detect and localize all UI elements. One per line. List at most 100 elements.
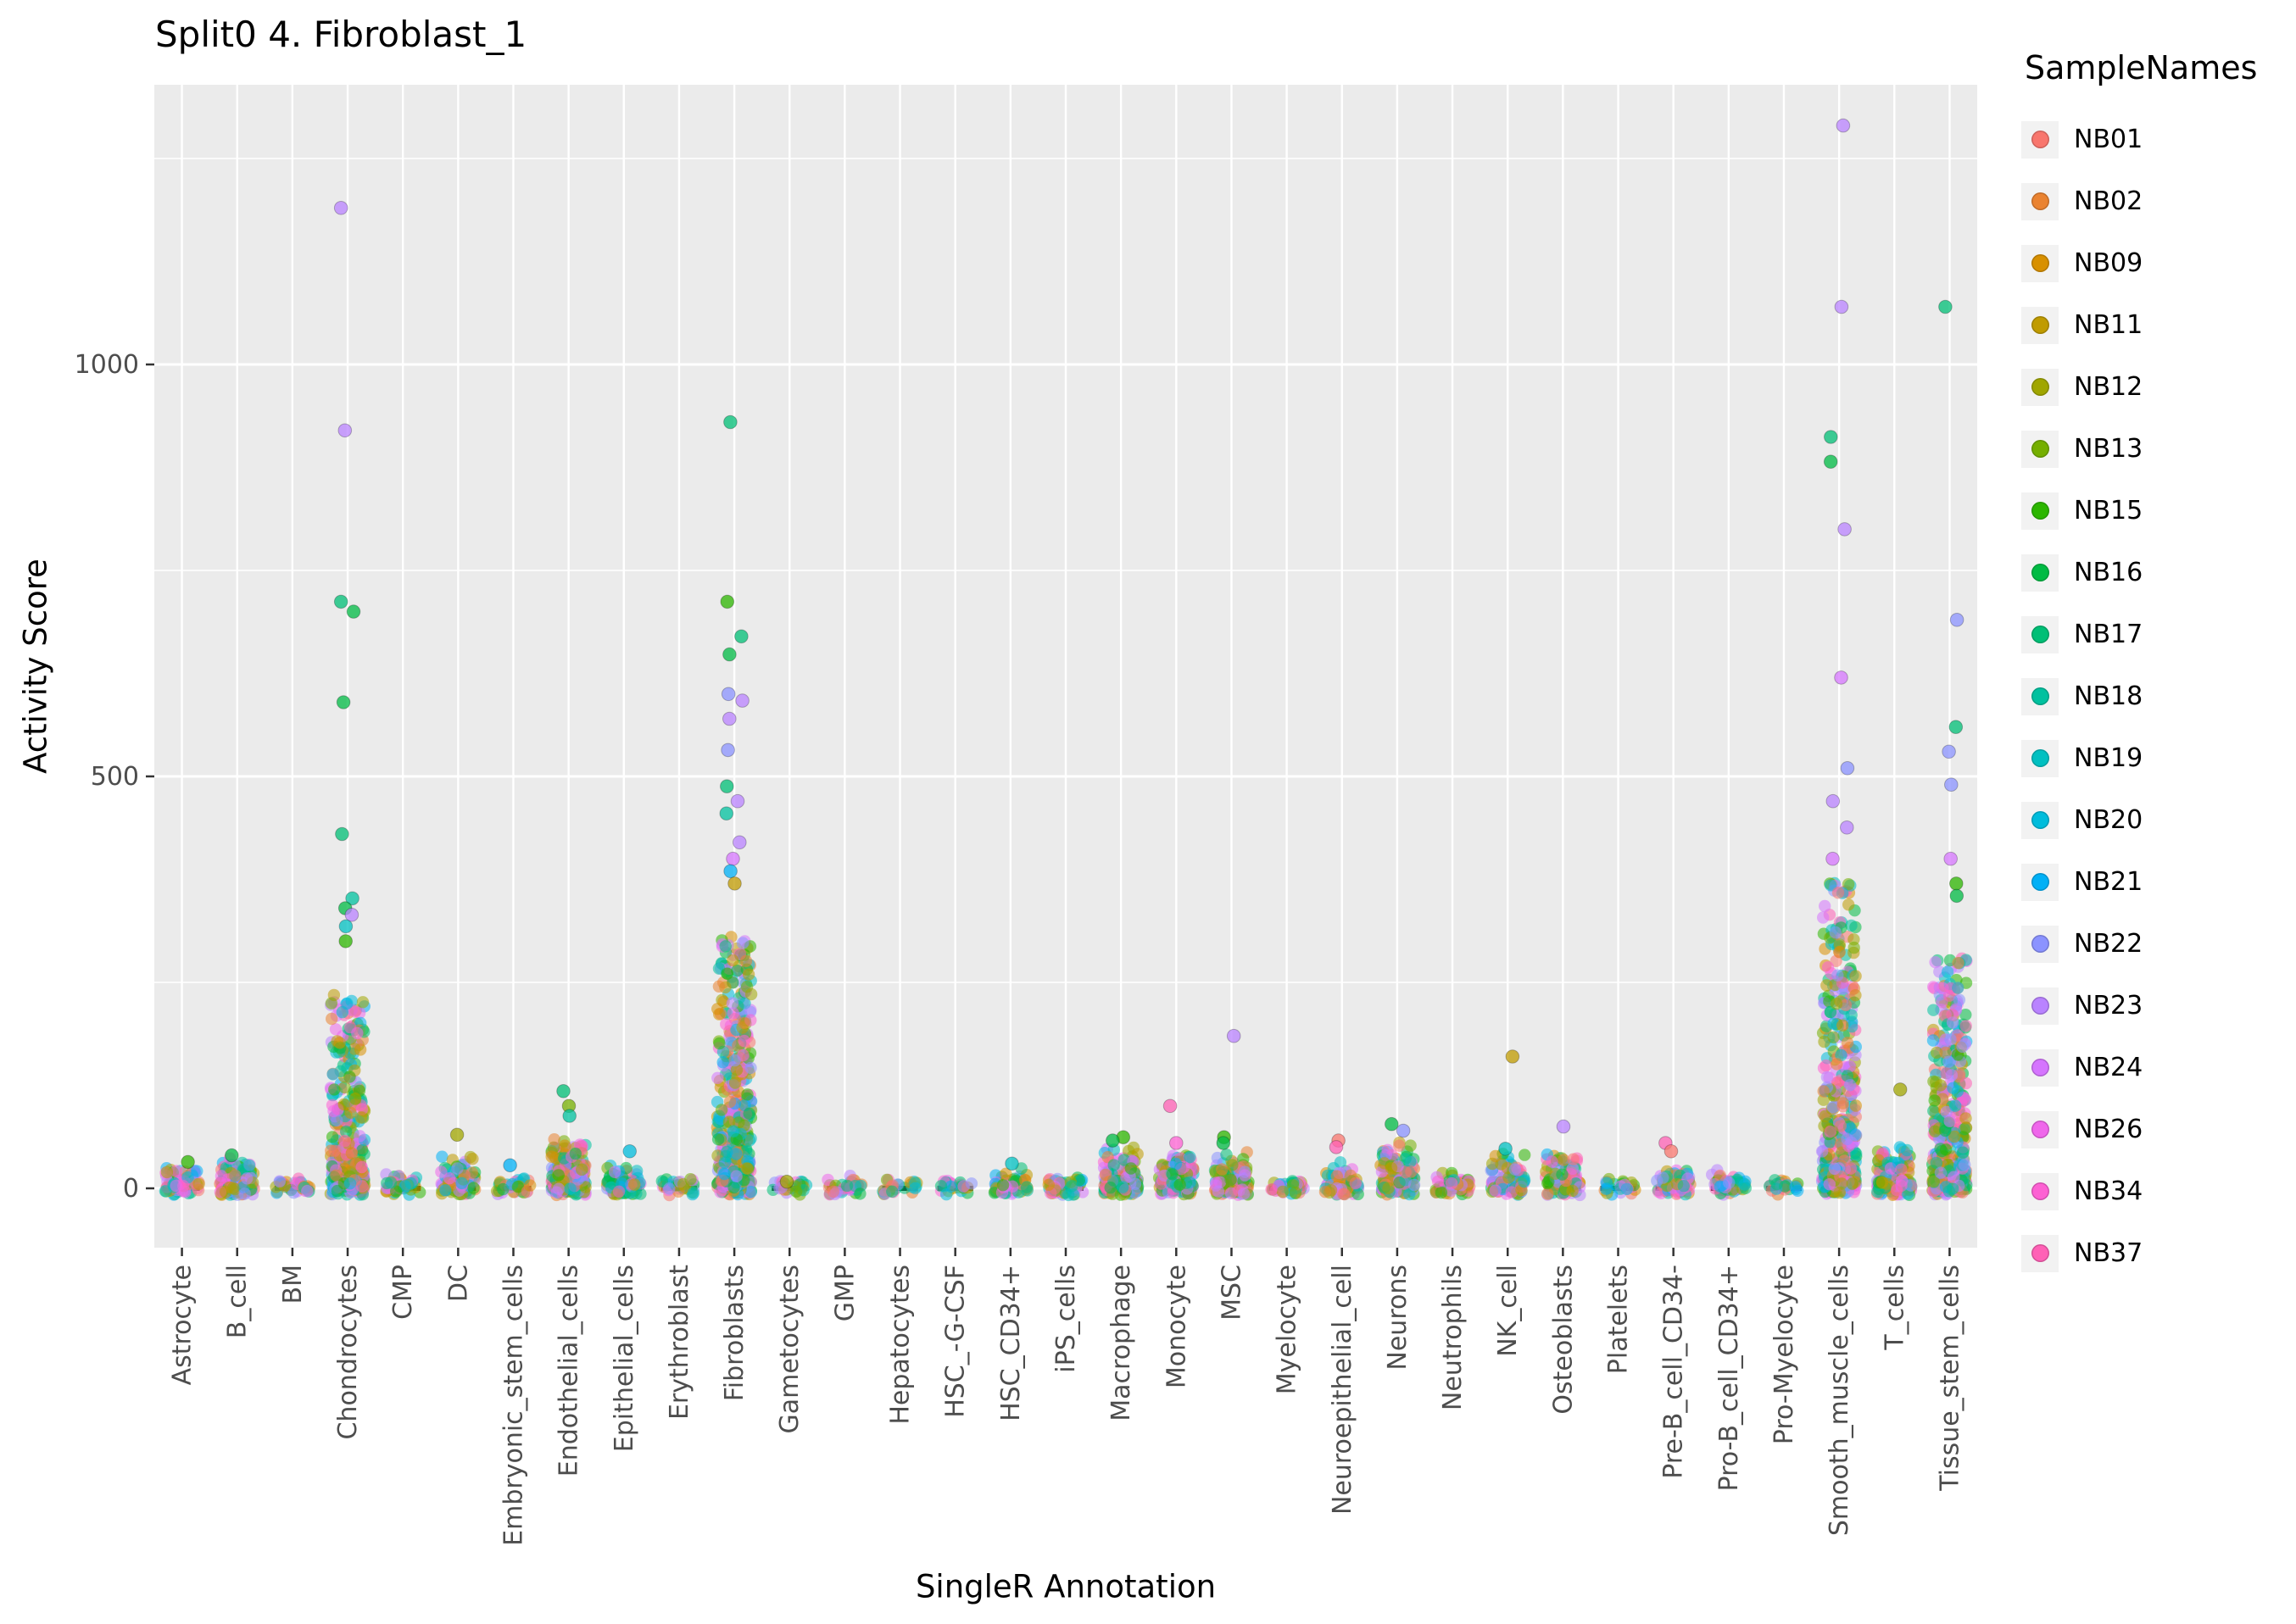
data-point bbox=[579, 1181, 592, 1193]
x-tick-label: Neuroepithelial_cell bbox=[1328, 1265, 1357, 1515]
data-point bbox=[331, 1114, 343, 1127]
outlier-point bbox=[719, 806, 734, 821]
data-point bbox=[1842, 898, 1855, 911]
data-point bbox=[1819, 1110, 1831, 1123]
data-point bbox=[1566, 1184, 1579, 1198]
data-point bbox=[466, 1153, 479, 1165]
data-point bbox=[1948, 1171, 1960, 1183]
data-point bbox=[1847, 941, 1860, 954]
data-point bbox=[390, 1185, 403, 1198]
data-point bbox=[1836, 1097, 1849, 1110]
data-point bbox=[1445, 1176, 1458, 1190]
data-point bbox=[718, 1156, 731, 1169]
legend-point-icon bbox=[2031, 873, 2049, 891]
data-point bbox=[741, 1088, 754, 1101]
outlier-point bbox=[721, 687, 736, 702]
x-tick-label: CMP bbox=[388, 1265, 418, 1320]
outlier-point bbox=[735, 693, 750, 708]
data-point bbox=[1843, 1059, 1856, 1073]
legend-key bbox=[2021, 739, 2059, 777]
data-point bbox=[728, 1054, 741, 1067]
data-point bbox=[1824, 1125, 1836, 1138]
legend-key bbox=[2021, 120, 2059, 159]
y-axis-title: Activity Score bbox=[17, 559, 54, 774]
data-point bbox=[1831, 1058, 1843, 1071]
outlier-point bbox=[1505, 1049, 1520, 1064]
data-point bbox=[301, 1185, 314, 1198]
x-tick-label: BM bbox=[278, 1265, 308, 1304]
data-point bbox=[356, 996, 370, 1009]
data-point bbox=[1657, 1171, 1669, 1184]
legend-key bbox=[2021, 430, 2059, 468]
x-tick-label: B_cell bbox=[223, 1265, 253, 1338]
data-point bbox=[159, 1185, 172, 1198]
data-point bbox=[1104, 1182, 1117, 1194]
data-point bbox=[1926, 1034, 1940, 1047]
outlier-point bbox=[345, 891, 359, 906]
data-point bbox=[1943, 1115, 1956, 1128]
outlier-point bbox=[556, 1084, 571, 1098]
data-point bbox=[439, 1184, 452, 1197]
data-point bbox=[1959, 1121, 1973, 1134]
outlier-point bbox=[726, 851, 740, 866]
x-tick-label: Neurons bbox=[1383, 1265, 1413, 1371]
data-point bbox=[1939, 1046, 1952, 1059]
data-point bbox=[1567, 1153, 1580, 1165]
legend-point-icon bbox=[2031, 131, 2049, 148]
data-point bbox=[238, 1187, 251, 1200]
legend-entries: NB01 NB02 NB09 NB11 NB12 NB13 NB15 NB16 NB17 NB18… bbox=[2021, 108, 2293, 1284]
outlier-point bbox=[1836, 118, 1851, 133]
data-point bbox=[663, 1182, 676, 1195]
data-point bbox=[1337, 1187, 1350, 1200]
data-point bbox=[1846, 1177, 1859, 1190]
data-point bbox=[1959, 1076, 1972, 1090]
legend-entry: NB34 bbox=[2021, 1160, 2293, 1222]
legend-key bbox=[2021, 368, 2059, 406]
legend-label: NB09 bbox=[2074, 248, 2143, 278]
outlier-point bbox=[1944, 777, 1959, 793]
x-tick-label: Platelets bbox=[1604, 1265, 1634, 1374]
legend-label: NB21 bbox=[2074, 867, 2143, 897]
outlier-point bbox=[1556, 1119, 1571, 1134]
outlier-point bbox=[181, 1154, 195, 1170]
data-point bbox=[730, 1170, 743, 1182]
legend-point-icon bbox=[2031, 502, 2049, 520]
data-point bbox=[1841, 1132, 1853, 1146]
data-point bbox=[1956, 1040, 1969, 1054]
legend-point-icon bbox=[2031, 997, 2049, 1015]
legend-key bbox=[2021, 244, 2059, 282]
data-point bbox=[1843, 1079, 1857, 1092]
x-tick-label: Erythroblast bbox=[665, 1265, 694, 1420]
data-point bbox=[827, 1185, 839, 1199]
data-point bbox=[684, 1173, 697, 1186]
legend-label: NB01 bbox=[2074, 125, 2143, 154]
y-tick-label: 0 bbox=[123, 1174, 139, 1204]
data-point bbox=[1940, 1105, 1953, 1119]
data-point bbox=[1951, 1085, 1964, 1098]
legend-label: NB02 bbox=[2074, 186, 2143, 216]
data-point bbox=[1817, 1085, 1830, 1098]
data-point bbox=[1226, 1159, 1239, 1171]
legend-label: NB13 bbox=[2074, 434, 2143, 464]
data-point bbox=[711, 1133, 725, 1146]
data-point bbox=[1849, 970, 1862, 982]
data-point bbox=[343, 1177, 357, 1190]
outlier-point bbox=[1892, 1082, 1908, 1097]
data-point bbox=[1945, 1069, 1959, 1082]
data-point bbox=[743, 1107, 755, 1121]
legend-label: NB17 bbox=[2074, 620, 2143, 649]
outlier-point bbox=[338, 934, 354, 948]
data-point bbox=[1000, 1167, 1012, 1181]
data-point bbox=[1845, 1020, 1859, 1033]
legend-key bbox=[2021, 925, 2059, 963]
data-point bbox=[1952, 956, 1964, 970]
data-point bbox=[742, 968, 755, 981]
data-point bbox=[1928, 1094, 1941, 1107]
data-point bbox=[631, 1165, 644, 1177]
data-point bbox=[1620, 1182, 1634, 1196]
legend-key bbox=[2021, 1172, 2059, 1210]
data-point bbox=[1212, 1185, 1225, 1198]
data-point bbox=[1714, 1169, 1727, 1182]
x-tick-label: Pre-B_cell_CD34- bbox=[1659, 1265, 1689, 1479]
